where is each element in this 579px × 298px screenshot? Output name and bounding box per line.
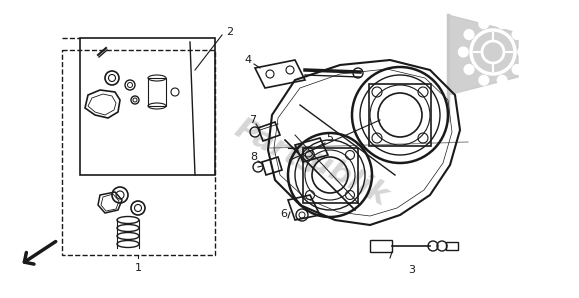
Text: publik: publik (285, 135, 393, 211)
Text: 6: 6 (280, 209, 288, 219)
Text: 2: 2 (226, 27, 233, 37)
Circle shape (464, 30, 474, 39)
Polygon shape (448, 15, 518, 95)
Bar (148, 78, 166, 106)
Bar (80, 38, 215, 175)
Bar (303, 148, 358, 203)
Text: 4: 4 (244, 55, 251, 65)
Text: 8: 8 (251, 152, 258, 162)
Bar (446, 242, 458, 250)
Circle shape (518, 47, 527, 57)
Circle shape (464, 65, 474, 74)
Text: 3: 3 (409, 265, 416, 275)
Circle shape (479, 19, 489, 29)
Text: 7: 7 (250, 115, 256, 125)
Text: 5: 5 (327, 133, 334, 143)
Circle shape (479, 75, 489, 85)
Circle shape (512, 30, 522, 39)
Bar (369, 84, 431, 146)
Circle shape (459, 47, 468, 57)
Bar (370, 240, 392, 252)
Text: 1: 1 (134, 263, 141, 273)
Circle shape (497, 19, 507, 29)
Circle shape (497, 75, 507, 85)
Text: Parts: Parts (230, 114, 322, 181)
Bar (62, 50, 215, 255)
Circle shape (512, 65, 522, 74)
